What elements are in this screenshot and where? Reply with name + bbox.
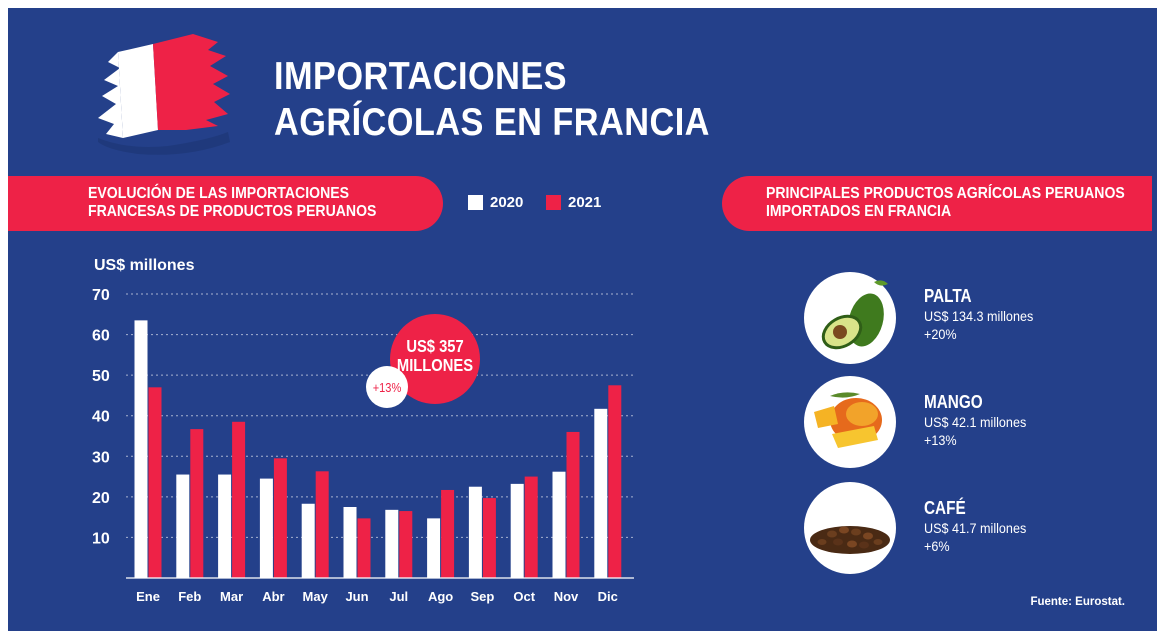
x-tick-label-ene: Ene xyxy=(136,589,160,604)
product-value-palta: US$ 134.3 millones xyxy=(924,308,1034,324)
mango-icon xyxy=(814,392,882,448)
y-tick-label: 10 xyxy=(92,530,110,547)
bar-chart: US$ millones 10 20 30 40 50 60 70 Ene Feb Mar Abr… xyxy=(92,257,634,604)
product-name-cafe: CAFÉ xyxy=(924,498,966,518)
page-title: IMPORTACIONES AGRÍCOLAS EN FRANCIA xyxy=(274,54,710,146)
y-tick-label: 30 xyxy=(92,449,110,466)
y-tick-label: 50 xyxy=(92,368,110,385)
bar-2021-may xyxy=(315,471,329,578)
bar-2020-nov xyxy=(552,471,566,578)
y-tick-label: 20 xyxy=(92,490,110,507)
total-line-2: MILLONES xyxy=(397,356,473,376)
legend-swatch-2021 xyxy=(546,195,561,210)
legend-item-2020: 2020 xyxy=(468,194,523,211)
product-growth-cafe: +6% xyxy=(924,538,950,554)
x-tick-label-dic: Dic xyxy=(598,589,618,604)
product-value-mango: US$ 42.1 millones xyxy=(924,414,1027,430)
x-tick-label-nov: Nov xyxy=(554,589,579,604)
total-line-1: US$ 357 xyxy=(406,337,463,357)
source-note: Fuente: Eurostat. xyxy=(1030,596,1125,608)
title-line-1: IMPORTACIONES xyxy=(274,55,568,98)
bar-2020-jun xyxy=(343,507,357,578)
legend-swatch-2020 xyxy=(468,195,483,210)
bar-2021-feb xyxy=(190,429,204,578)
legend-label-2020: 2020 xyxy=(490,194,524,211)
bar-2020-oct xyxy=(510,483,524,578)
y-tick-label: 40 xyxy=(92,409,110,426)
growth-bubble: +13% xyxy=(366,366,408,408)
chart-header: EVOLUCIÓN DE LAS IMPORTACIONES FRANCESAS… xyxy=(8,176,443,231)
france-flag-icon xyxy=(98,34,230,155)
x-tick-label-abr: Abr xyxy=(262,589,284,604)
total-bubble: US$ 357 MILLONES xyxy=(390,314,480,404)
bar-2021-ago xyxy=(441,489,455,578)
bar-2020-ene xyxy=(134,320,148,578)
bar-2020-jul xyxy=(385,509,399,578)
bar-2021-sep xyxy=(482,498,496,578)
product-value-cafe: US$ 41.7 millones xyxy=(924,520,1027,536)
bar-2021-abr xyxy=(273,458,287,578)
avocado-icon xyxy=(821,280,888,350)
bar-2020-mar xyxy=(218,474,232,578)
product-name-palta: PALTA xyxy=(924,286,972,306)
legend-item-2021: 2021 xyxy=(546,194,601,211)
x-tick-label-sep: Sep xyxy=(470,589,494,604)
bar-2021-nov xyxy=(566,431,580,578)
bar-2020-sep xyxy=(468,486,482,578)
bar-2021-oct xyxy=(524,476,538,578)
x-tick-label-oct: Oct xyxy=(513,589,535,604)
product-growth-mango: +13% xyxy=(924,432,957,448)
products-header: PRINCIPALES PRODUCTOS AGRÍCOLAS PERUANOS… xyxy=(722,176,1152,231)
infographic: IMPORTACIONES AGRÍCOLAS EN FRANCIA EVOLU… xyxy=(8,8,1157,631)
bar-2020-dic xyxy=(594,408,608,578)
title-line-2: AGRÍCOLAS EN FRANCIA xyxy=(274,101,710,144)
growth-text: +13% xyxy=(373,380,402,395)
chart-header-line-2: FRANCESAS DE PRODUCTOS PERUANOS xyxy=(88,203,377,220)
x-tick-label-jul: Jul xyxy=(389,589,408,604)
products-header-line-1: PRINCIPALES PRODUCTOS AGRÍCOLAS PERUANOS xyxy=(766,185,1125,202)
bar-2021-jul xyxy=(399,511,413,578)
product-name-mango: MANGO xyxy=(924,392,983,412)
y-tick-label: 60 xyxy=(92,328,110,345)
y-tick-label: 70 xyxy=(92,287,110,304)
coffee-beans-icon xyxy=(810,526,890,554)
product-image-mango xyxy=(804,376,896,468)
x-tick-label-mar: Mar xyxy=(220,589,243,604)
bar-2021-jun xyxy=(357,518,371,578)
product-growth-palta: +20% xyxy=(924,326,957,342)
product-image-cafe xyxy=(804,482,896,574)
products-header-line-2: IMPORTADOS EN FRANCIA xyxy=(766,203,952,220)
x-tick-label-jun: Jun xyxy=(345,589,368,604)
bar-2021-dic xyxy=(608,385,622,578)
product-image-palta xyxy=(804,272,896,364)
chart-header-line-1: EVOLUCIÓN DE LAS IMPORTACIONES xyxy=(88,185,350,202)
y-axis-label: US$ millones xyxy=(94,257,195,274)
x-tick-label-ago: Ago xyxy=(428,589,453,604)
bar-2020-abr xyxy=(259,478,273,578)
x-tick-label-may: May xyxy=(303,589,329,604)
bar-2021-mar xyxy=(232,421,246,578)
bar-2020-feb xyxy=(176,474,190,578)
bar-2021-ene xyxy=(148,387,162,578)
bar-2020-ago xyxy=(427,518,441,578)
legend-label-2021: 2021 xyxy=(568,194,602,211)
x-tick-label-feb: Feb xyxy=(178,589,201,604)
bar-2020-may xyxy=(301,503,315,578)
